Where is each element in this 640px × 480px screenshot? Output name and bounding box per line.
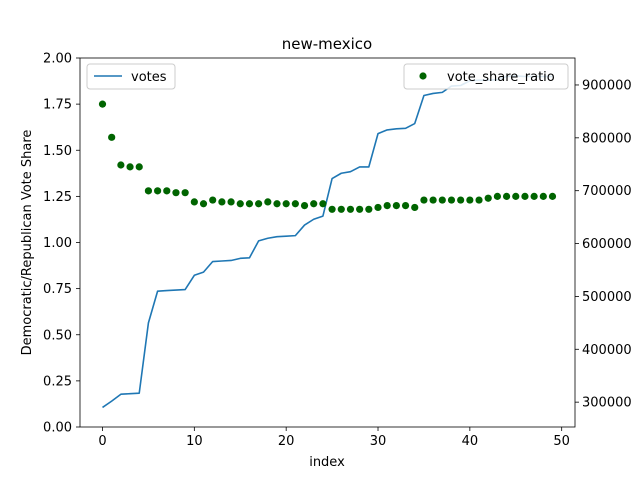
left-y-tick-label: 0.00 (43, 421, 72, 436)
data-point-vote-share-ratio (392, 202, 400, 210)
data-point-vote-share-ratio (328, 205, 336, 213)
data-point-vote-share-ratio (530, 192, 538, 200)
data-point-vote-share-ratio (457, 196, 465, 204)
left-y-tick-label: 1.50 (43, 144, 72, 159)
data-point-vote-share-ratio (181, 189, 189, 197)
right-y-tick-label: 500000 (582, 290, 632, 305)
x-tick-label: 30 (370, 434, 387, 449)
data-point-vote-share-ratio (493, 192, 501, 200)
data-point-vote-share-ratio (172, 189, 180, 197)
x-tick-label: 0 (98, 434, 106, 449)
data-point-vote-share-ratio (466, 196, 474, 204)
left-y-tick-label: 0.50 (43, 328, 72, 343)
data-point-vote-share-ratio (346, 205, 355, 213)
data-point-vote-share-ratio (310, 200, 318, 208)
data-point-vote-share-ratio (319, 200, 327, 208)
x-tick-label: 50 (553, 434, 570, 449)
data-point-vote-share-ratio (356, 205, 364, 213)
x-tick-label: 10 (186, 434, 203, 449)
data-point-vote-share-ratio (209, 196, 217, 204)
legends: votes vote_share_ratio (86, 63, 569, 90)
x-tick-label: 40 (462, 434, 479, 449)
right-y-tick-label: 300000 (582, 396, 632, 411)
data-point-vote-share-ratio (236, 200, 244, 208)
data-point-vote-share-ratio (429, 196, 437, 204)
data-point-vote-share-ratio (548, 192, 557, 200)
data-point-vote-share-ratio (199, 200, 208, 208)
data-point-vote-share-ratio (282, 200, 290, 208)
right-y-tick-label: 400000 (582, 343, 632, 358)
x-axis-title: index (309, 455, 345, 470)
chart-title: new-mexico (282, 35, 372, 53)
data-point-vote-share-ratio (447, 196, 456, 204)
data-point-vote-share-ratio (264, 198, 272, 206)
data-point-vote-share-ratio (154, 187, 162, 195)
data-point-vote-share-ratio (98, 100, 107, 108)
data-point-vote-share-ratio (218, 198, 226, 206)
data-point-vote-share-ratio (117, 161, 125, 169)
legend-label-votes: votes (131, 70, 167, 85)
legend-box (403, 63, 569, 90)
data-point-vote-share-ratio (273, 200, 281, 208)
right-y-tick-label: 600000 (582, 237, 632, 252)
data-point-vote-share-ratio (227, 198, 235, 206)
data-point-vote-share-ratio (484, 194, 492, 202)
right-y-tick-label: 700000 (582, 184, 632, 199)
left-y-tick-label: 0.75 (43, 282, 72, 297)
data-point-vote-share-ratio (144, 187, 153, 195)
data-point-vote-share-ratio (383, 202, 391, 210)
data-point-vote-share-ratio (108, 133, 116, 141)
data-point-vote-share-ratio (190, 198, 198, 206)
data-point-vote-share-ratio (521, 192, 529, 200)
data-point-vote-share-ratio (291, 200, 299, 208)
left-y-tick-label: 1.75 (43, 98, 72, 113)
legend-vote-share-ratio: vote_share_ratio (403, 63, 569, 90)
data-point-vote-share-ratio (401, 202, 410, 210)
left-y-tick-label: 0.25 (43, 374, 72, 389)
legend-box (86, 63, 176, 90)
axes: 0 10 20 30 40 50 0.00 0.25 0.50 0.75 1.00 1.25 1.50 1… (43, 52, 632, 450)
data-point-vote-share-ratio (255, 200, 263, 208)
data-point-vote-share-ratio (502, 192, 511, 200)
data-point-vote-share-ratio (163, 187, 171, 195)
data-point-vote-share-ratio (300, 202, 309, 210)
x-tick-label: 20 (278, 434, 295, 449)
data-point-vote-share-ratio (411, 203, 419, 212)
legend-label-vote-share-ratio: vote_share_ratio (447, 70, 555, 85)
right-y-tick-label: 900000 (582, 78, 632, 93)
data-point-vote-share-ratio (365, 205, 373, 213)
left-y-tick-label: 2.00 (43, 52, 72, 67)
left-y-tick-label: 1.00 (43, 236, 72, 251)
data-point-vote-share-ratio (135, 163, 143, 171)
data-point-vote-share-ratio (475, 196, 483, 204)
data-point-vote-share-ratio (512, 192, 520, 200)
legend-marker-swatch (419, 72, 427, 80)
data-point-vote-share-ratio (337, 205, 345, 213)
legend-votes: votes (86, 63, 176, 90)
y-axis-title: Democratic/Republican Vote Share (20, 130, 35, 356)
data-point-vote-share-ratio (126, 163, 134, 171)
right-y-tick-label: 800000 (582, 131, 632, 146)
data-point-vote-share-ratio (420, 196, 428, 204)
plot-area (98, 75, 557, 409)
data-point-vote-share-ratio (539, 192, 547, 200)
left-y-tick-label: 1.25 (43, 190, 72, 205)
data-point-vote-share-ratio (438, 196, 446, 204)
data-point-vote-share-ratio (374, 203, 382, 212)
data-point-vote-share-ratio (245, 200, 254, 208)
